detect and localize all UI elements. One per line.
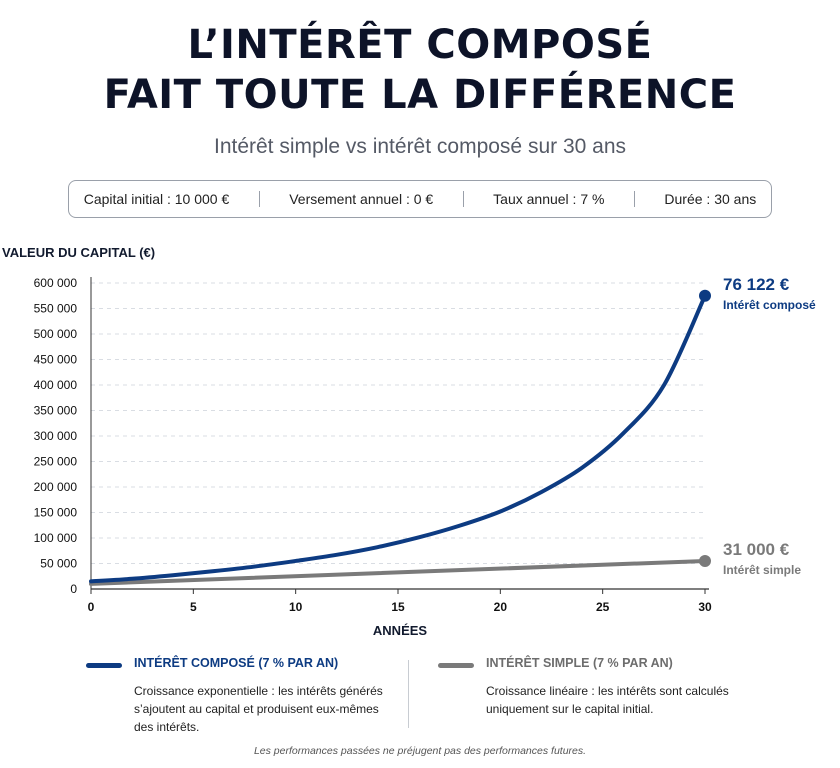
y-tick-label: 300 000 xyxy=(34,429,78,443)
x-tick-label: 20 xyxy=(494,600,508,614)
x-tick-label: 25 xyxy=(596,600,610,614)
line-chart: VALEUR DU CAPITAL (€) 0 50 000 100 000 150 … xyxy=(2,245,816,638)
subtitle: Intérêt simple vs intérêt composé sur 30… xyxy=(213,135,627,158)
y-tick-label: 250 000 xyxy=(34,455,78,469)
y-axis-title: VALEUR DU CAPITAL (€) xyxy=(2,245,155,260)
title-line-1: L’INTÉRÊT COMPOSÉ xyxy=(187,22,653,68)
parameters-box: Capital initial : 10 000 € Versement ann… xyxy=(68,180,772,218)
y-tick-label: 100 000 xyxy=(34,531,78,545)
end-value-label-simple: 31 000 € xyxy=(723,540,790,559)
param-capital: Capital initial : 10 000 € xyxy=(83,191,230,207)
legend-title-simple: INTÉRÊT SIMPLE (7 % PAR AN) xyxy=(486,656,673,670)
y-tick-label: 200 000 xyxy=(34,480,78,494)
legend-line-simple xyxy=(438,663,474,668)
end-series-name-compound: Intérêt composé xyxy=(723,298,816,312)
y-tick-label: 400 000 xyxy=(34,378,78,392)
title-line-2: FAIT TOUTE LA DIFFÉRENCE xyxy=(103,72,737,118)
y-tick-label: 500 000 xyxy=(34,327,78,341)
y-tick-label: 0 xyxy=(70,582,77,596)
x-axis-title: ANNÉES xyxy=(373,623,428,638)
series-line-compound xyxy=(89,293,707,584)
series-line-simple xyxy=(89,558,707,586)
x-tick-label: 15 xyxy=(391,600,405,614)
legend-divider xyxy=(408,660,409,728)
end-value-label-compound: 76 122 € xyxy=(723,275,790,294)
y-tick-label: 150 000 xyxy=(34,506,78,520)
x-tick-label: 10 xyxy=(289,600,303,614)
legend-desc-compound: Croissance exponentielle : les intérêts … xyxy=(134,684,383,734)
series-endpoint-simple xyxy=(699,554,711,567)
footnote: Les performances passées ne préjugent pa… xyxy=(253,745,587,757)
param-separator xyxy=(462,191,464,207)
y-tick-label: 600 000 xyxy=(34,276,78,290)
x-tick-label: 0 xyxy=(88,600,95,614)
y-tick-label: 350 000 xyxy=(34,404,78,418)
end-series-name-simple: Intérêt simple xyxy=(723,563,801,577)
param-versement: Versement annuel : 0 € xyxy=(289,191,434,207)
x-tick-label: 5 xyxy=(190,600,197,614)
legend-title-compound: INTÉRÊT COMPOSÉ (7 % PAR AN) xyxy=(134,656,339,670)
param-taux: Taux annuel : 7 % xyxy=(493,191,605,207)
y-tick-label: 50 000 xyxy=(40,557,77,571)
param-separator xyxy=(258,191,260,207)
param-separator xyxy=(633,191,635,207)
x-tick-label: 30 xyxy=(698,600,712,614)
legend-desc-simple: Croissance linéaire : les intérêts sont … xyxy=(486,684,729,716)
y-tick-label: 550 000 xyxy=(34,302,78,316)
legend-line-compound xyxy=(86,663,122,668)
y-tick-label: 450 000 xyxy=(34,353,78,367)
series-endpoint-compound xyxy=(699,289,711,302)
param-duree: Durée : 30 ans xyxy=(664,191,757,207)
